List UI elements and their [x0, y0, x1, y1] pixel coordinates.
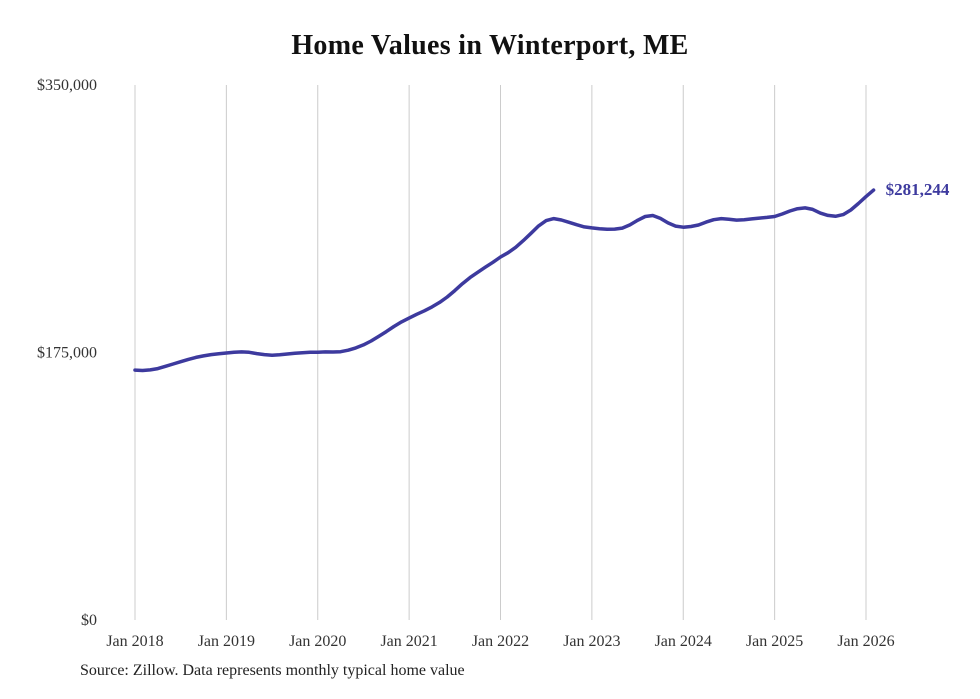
latest-value-label: $281,244	[886, 180, 950, 199]
y-axis-tick-label: $175,000	[37, 345, 97, 362]
x-axis-tick-label: Jan 2020	[289, 633, 346, 650]
x-axis-tick-label: Jan 2026	[837, 633, 894, 650]
y-axis-tick-label: $350,000	[37, 77, 97, 94]
y-axis-tick-label: $0	[81, 612, 97, 629]
x-axis-tick-label: Jan 2023	[563, 633, 620, 650]
x-axis-tick-label: Jan 2019	[198, 633, 255, 650]
x-axis-tick-label: Jan 2022	[472, 633, 529, 650]
x-axis-tick-label: Jan 2018	[106, 633, 163, 650]
x-axis-tick-label: Jan 2021	[380, 633, 437, 650]
source-note: Source: Zillow. Data represents monthly …	[80, 662, 465, 679]
x-axis-tick-label: Jan 2025	[746, 633, 803, 650]
chart-title: Home Values in Winterport, ME	[291, 30, 689, 61]
x-axis-tick-label: Jan 2024	[655, 633, 712, 650]
home-value-series-line	[133, 188, 876, 373]
